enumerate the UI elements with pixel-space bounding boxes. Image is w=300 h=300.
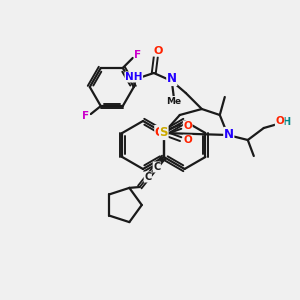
Text: O: O	[153, 46, 163, 56]
Text: C: C	[153, 162, 161, 172]
Text: Me: Me	[166, 97, 181, 106]
Text: N: N	[224, 128, 234, 140]
Text: H: H	[282, 117, 290, 127]
Text: O: O	[183, 121, 192, 131]
Text: F: F	[82, 111, 89, 121]
Text: O: O	[155, 125, 165, 139]
Text: N: N	[167, 73, 177, 85]
Text: O: O	[183, 135, 192, 145]
Text: F: F	[134, 50, 141, 60]
Text: C: C	[144, 172, 152, 182]
Text: S: S	[160, 127, 168, 140]
Text: O: O	[275, 116, 284, 126]
Text: NH: NH	[125, 72, 142, 82]
